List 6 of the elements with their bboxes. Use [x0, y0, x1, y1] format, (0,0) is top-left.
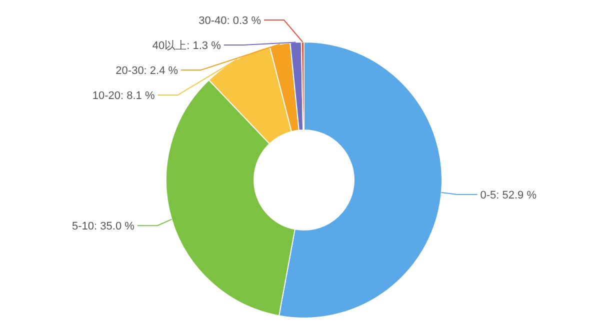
slice-label: 20-30: 2.4 % [116, 65, 178, 78]
slice-label: 40以上: 1.3 % [152, 39, 222, 52]
slice-label: 5-10: 35.0 % [72, 220, 135, 233]
slice-label: 30-40: 0.3 % [198, 15, 262, 28]
slice-label: 0-5: 52.9 % [480, 190, 537, 202]
slice-label: 10-20: 8.1 % [92, 90, 155, 102]
